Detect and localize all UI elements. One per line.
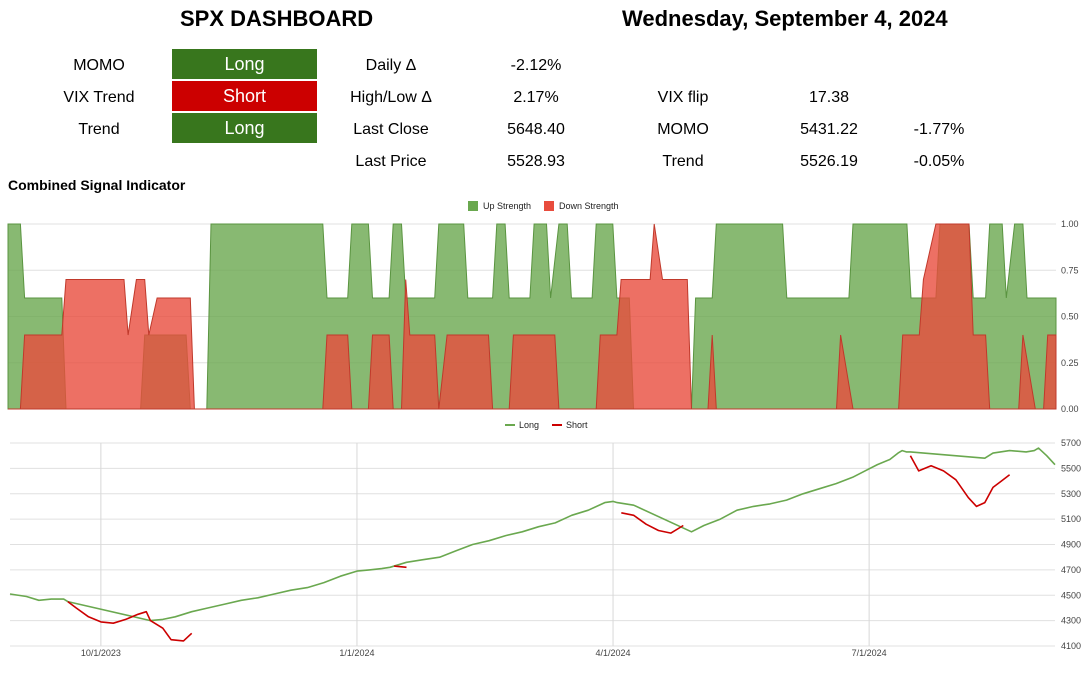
price-x-tick: 7/1/2024 [852, 648, 887, 658]
signal-value-vix-trend: Short [222, 86, 267, 106]
signal-value-trend: Long [224, 118, 265, 138]
long-line-segment [9, 447, 1056, 622]
level-value-vix-flip: 17.38 [808, 89, 850, 106]
up-strength-area [7, 223, 1057, 410]
signal-badge-momo: Long [172, 49, 317, 79]
down-strength-legend-label: Down Strength [559, 201, 619, 211]
price-y-tick: 5500 [1061, 463, 1081, 473]
strength-y-tick: 0.50 [1061, 312, 1079, 322]
signal-value-momo: Long [224, 54, 265, 74]
down-strength-area [8, 223, 1057, 410]
up-strength-legend-label: Up Strength [483, 201, 531, 211]
level-label-momo: MOMO [657, 121, 709, 138]
price-y-tick: 4700 [1061, 565, 1081, 575]
strength-chart: 1.00 0.75 0.50 0.25 0.00 Up Strength Down Stre… [7, 201, 1079, 414]
strength-y-tick: 0.00 [1061, 404, 1079, 414]
strength-y-tick: 1.00 [1061, 219, 1079, 229]
stat-label-last-price: Last Price [355, 153, 427, 170]
stat-value-high-low-delta: 2.17% [513, 89, 559, 106]
signal-badge-trend: Long [172, 113, 317, 143]
price-x-tick: 4/1/2024 [596, 648, 631, 658]
price-y-tick: 4500 [1061, 590, 1081, 600]
price-y-tick: 4100 [1061, 641, 1081, 651]
dashboard-date: Wednesday, September 4, 2024 [622, 6, 948, 31]
long-legend-label: Long [519, 420, 539, 430]
signal-label-vix-trend: VIX Trend [63, 89, 135, 106]
strength-y-tick: 0.25 [1061, 358, 1079, 368]
price-y-tick: 4900 [1061, 540, 1081, 550]
level-pct-momo: -1.77% [913, 121, 965, 138]
signal-badge-vix-trend: Short [172, 81, 317, 111]
section-title: Combined Signal Indicator [8, 177, 186, 193]
price-y-tick: 4300 [1061, 616, 1081, 626]
level-value-trend: 5526.19 [800, 153, 858, 170]
down-strength-legend-swatch [544, 201, 554, 211]
stat-label-last-close: Last Close [353, 121, 429, 138]
level-pct-trend: -0.05% [913, 153, 965, 170]
price-x-tick: 10/1/2023 [81, 648, 121, 658]
short-line-segment [394, 565, 407, 569]
price-chart: 5700 5500 5300 5100 4900 4700 4500 4300 4100 10/1… [9, 420, 1081, 658]
short-line-segment [909, 455, 1011, 508]
short-line-segment [67, 600, 193, 642]
price-y-tick: 5100 [1061, 514, 1081, 524]
short-line-segment [621, 512, 684, 534]
stat-value-last-price: 5528.93 [507, 153, 565, 170]
level-label-vix-flip: VIX flip [657, 89, 709, 106]
strength-y-tick: 0.75 [1061, 265, 1079, 275]
stat-value-last-close: 5648.40 [507, 121, 565, 138]
up-strength-legend-swatch [468, 201, 478, 211]
signal-label-momo: MOMO [73, 57, 125, 74]
price-x-tick: 1/1/2024 [339, 648, 374, 658]
stat-label-daily-delta: Daily Δ [365, 57, 417, 74]
price-y-tick: 5700 [1061, 438, 1081, 448]
level-label-trend: Trend [662, 153, 704, 170]
stat-label-high-low-delta: High/Low Δ [350, 89, 432, 106]
signal-label-trend: Trend [78, 121, 120, 138]
short-legend-label: Short [566, 420, 588, 430]
level-value-momo: 5431.22 [800, 121, 858, 138]
dashboard-title: SPX DASHBOARD [180, 6, 374, 31]
stat-value-daily-delta: -2.12% [510, 57, 562, 74]
price-y-tick: 5300 [1061, 489, 1081, 499]
